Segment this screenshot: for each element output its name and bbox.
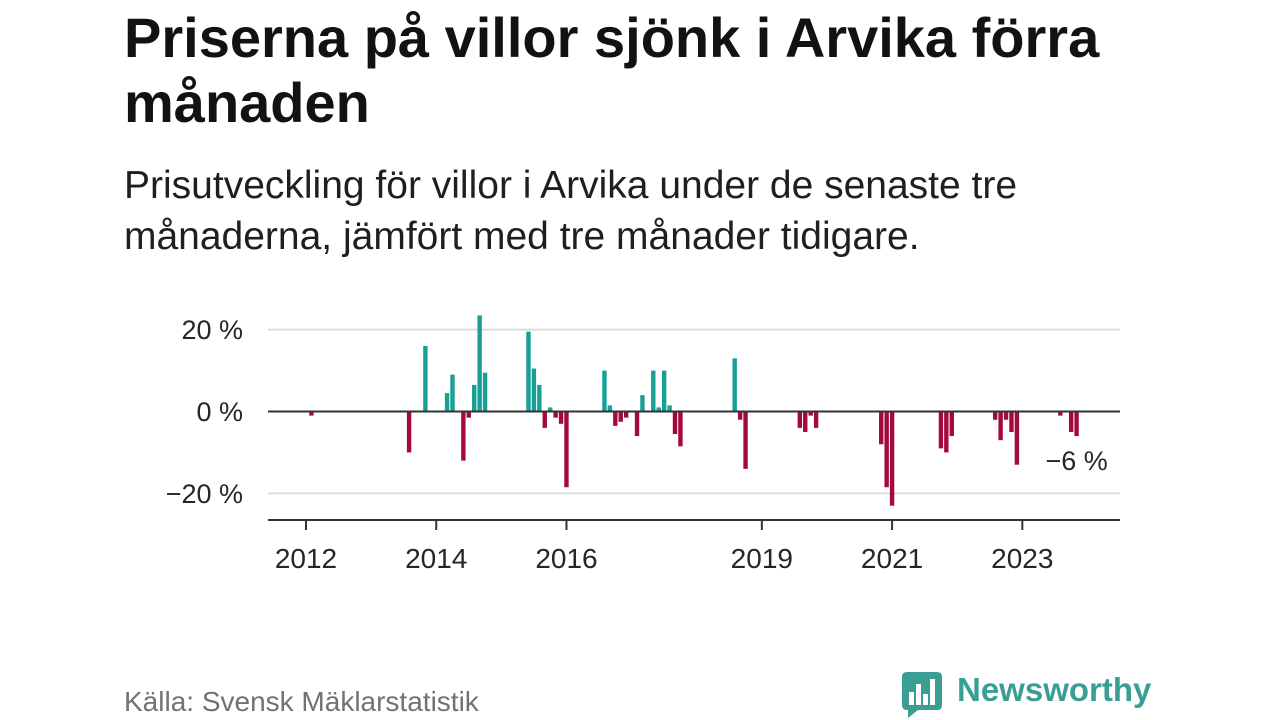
bar (813, 411, 819, 428)
bar (406, 411, 412, 453)
chart-subtitle: Prisutveckling för villor i Arvika under… (124, 164, 1018, 258)
bar (623, 411, 629, 418)
bar (613, 411, 618, 426)
bar (672, 411, 678, 435)
logo-wordmark: Newsworthy (957, 671, 1152, 708)
bar (884, 411, 889, 488)
gridlines (268, 328, 1120, 495)
source-note: Källa: Svensk Mäklarstatistik (124, 686, 479, 717)
x-tick-label: 2021 (861, 543, 923, 574)
bar (444, 393, 450, 412)
bar (482, 372, 488, 412)
bar (558, 411, 564, 424)
newsworthy-logo: Newsworthy (902, 670, 1151, 718)
bar (466, 411, 471, 418)
axes (268, 410, 1120, 530)
bar (526, 331, 531, 412)
x-tick-label: 2014 (405, 543, 467, 574)
bar (938, 411, 944, 449)
bar (1058, 411, 1063, 416)
bar (553, 411, 558, 418)
labels: 20 % 0 % −20 % 2012 2014 2016 2019 2021 2023 −6 % (166, 315, 1108, 574)
bar (450, 374, 455, 412)
chart: 20 % 0 % −20 % 2012 2014 2016 2019 2021 2023 −6 % (166, 315, 1120, 574)
bar (949, 411, 954, 437)
bar (537, 384, 542, 412)
logo-bars (909, 679, 935, 705)
x-tick-label: 2012 (275, 543, 337, 574)
bar (656, 407, 661, 412)
bar (1003, 411, 1009, 420)
bar (651, 370, 656, 412)
bar (732, 358, 737, 412)
bar (992, 411, 998, 420)
bar (542, 411, 547, 428)
bar (309, 411, 314, 416)
bar (472, 384, 477, 412)
bar (564, 411, 569, 488)
x-tick-label: 2023 (991, 543, 1053, 574)
y-tick-label: −20 % (166, 479, 243, 509)
speech-bubble-shape (902, 672, 942, 718)
bar (661, 370, 667, 412)
bar (531, 368, 537, 412)
bar (1068, 411, 1074, 432)
bar (944, 411, 949, 453)
bar (803, 411, 808, 432)
x-tick-label: 2019 (731, 543, 793, 574)
bar (1074, 411, 1079, 437)
bar (640, 395, 645, 412)
bar (634, 411, 640, 437)
bar (808, 411, 813, 416)
bar (998, 411, 1003, 441)
bar (743, 411, 748, 469)
bar (547, 407, 553, 412)
bar (678, 411, 683, 447)
bar (667, 405, 672, 412)
bar (423, 346, 428, 412)
bar (477, 315, 482, 412)
bars (309, 315, 1079, 506)
bar (602, 370, 607, 412)
logo-bar (909, 692, 914, 705)
bar (461, 411, 466, 461)
logo-bar (916, 684, 921, 705)
bar (1014, 411, 1020, 465)
logo-bar (923, 694, 928, 705)
logo-bar (930, 679, 935, 705)
bar (1009, 411, 1014, 432)
bar (618, 411, 623, 422)
bar (737, 411, 743, 420)
bar (797, 411, 803, 428)
last-value-annotation: −6 % (1045, 446, 1107, 476)
bar (889, 411, 895, 506)
chart-title: Priserna på villor sjönk i Arvika förra … (124, 6, 1100, 134)
y-tick-label: 0 % (196, 397, 243, 427)
bar (879, 411, 884, 445)
chart-speech-bubble-icon (902, 672, 942, 718)
bar (607, 405, 613, 412)
y-tick-label: 20 % (181, 315, 243, 345)
x-tick-label: 2016 (535, 543, 597, 574)
